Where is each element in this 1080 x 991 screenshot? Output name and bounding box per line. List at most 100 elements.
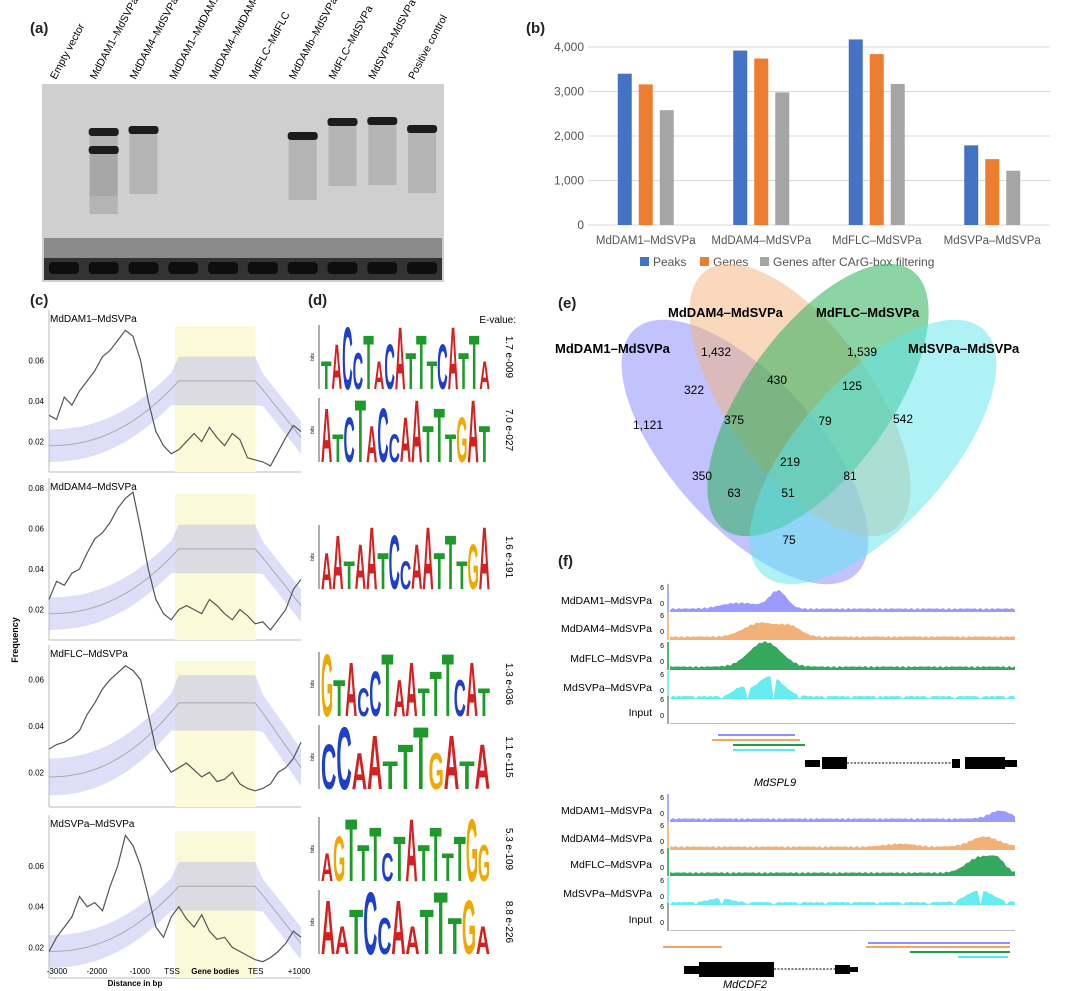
venn-set-4: [749, 319, 997, 585]
logo-letter: A: [467, 381, 478, 481]
panel-label-a: (a): [30, 20, 49, 37]
gel-lane-3-band-1: [128, 126, 159, 134]
signal-line: [48, 491, 302, 631]
logo-axis-label: bits: [310, 680, 316, 688]
xtick-label: MdSVPa–MdSVPa: [944, 235, 1042, 247]
logo-letter: C: [321, 731, 336, 804]
bar-genes: [754, 58, 769, 225]
ytick-label: 0.08: [28, 484, 44, 493]
gene-body-region: [175, 494, 256, 640]
logo-letter: T: [422, 415, 433, 474]
logo-letter: T: [398, 731, 413, 804]
track-scale-max: 6: [660, 904, 664, 911]
gene-body-region: [175, 831, 256, 978]
logo-letter: T: [357, 834, 369, 893]
logo-letter: A: [321, 846, 333, 890]
track-label: MdSVPa–MdSVPa: [563, 682, 652, 694]
xtick-label: TSS: [164, 967, 180, 976]
genome-tracks: MdDAM1–MdSVPa 6 0 MdDAM4–MdSVPa 6 0 MdFLC–MdSV…: [561, 584, 1017, 991]
venn-set-3: [707, 263, 929, 537]
motif-evalue: 1.3 e-036: [503, 663, 514, 706]
gel-lane-8-probe: [327, 262, 358, 274]
motif-evalue: 8.8 e-226: [503, 901, 514, 944]
logo-letter: G: [333, 823, 345, 896]
control-confidence-band: [49, 861, 301, 968]
logo-letter: T: [448, 907, 462, 966]
ytick-label: 1,000: [554, 174, 584, 188]
gel-lane-3-probe: [128, 262, 159, 274]
logo-letter: T: [445, 521, 456, 606]
logo-letter: A: [367, 721, 382, 806]
logo-letter: T: [355, 381, 366, 481]
venn-set-label: MdSVPa–MdSVPa: [908, 341, 1020, 356]
ytick-label: 0.06: [28, 676, 44, 685]
xtick-label: Gene bodies: [191, 967, 240, 976]
logo-letter: A: [366, 415, 377, 474]
y-axis-label: Frequency: [10, 617, 20, 663]
ytick-label: 0.02: [28, 943, 44, 952]
gene-exon: [699, 962, 774, 977]
logo-axis-label: bits: [310, 353, 316, 361]
gel-lane-8-band-1: [327, 118, 358, 126]
logo-letter: C: [377, 907, 391, 966]
track-scale-max: 6: [660, 585, 664, 592]
xtick-label: +1000: [288, 967, 311, 976]
bar-peaks: [617, 73, 632, 225]
ytick-label: 0.04: [28, 722, 44, 731]
motif-evalue: 1.7 e-009: [503, 336, 514, 379]
legend-label: Peaks: [653, 255, 686, 269]
track-scale-min: 0: [660, 839, 664, 846]
logo-axis-label: bits: [310, 753, 316, 761]
xtick-label: MdFLC–MdSVPa: [832, 235, 922, 247]
ytick-label: 0.04: [28, 565, 44, 574]
gel-lane-label: Empty vector: [48, 21, 88, 81]
logo-letter: T: [418, 681, 430, 725]
logo-letter: C: [353, 342, 364, 401]
logo-letter: A: [406, 919, 420, 963]
venn-count: 79: [818, 414, 832, 428]
gene-exon: [805, 760, 820, 767]
subplot-title: MdSVPa–MdSVPa: [50, 819, 135, 830]
venn-set-label: MdDAM4–MdSVPa: [668, 305, 784, 320]
logo-letter: T: [445, 427, 456, 471]
logo-letter: G: [456, 404, 467, 477]
ytick-label: 0.02: [28, 606, 44, 615]
logo-letter: C: [344, 404, 355, 477]
control-confidence-band: [49, 356, 301, 462]
logo-letter: T: [427, 354, 438, 398]
logo-letter: T: [434, 394, 445, 479]
coverage-track: [670, 676, 1015, 699]
logo-letter: C: [454, 669, 466, 728]
gel-lane-label: MdFLC–MdSVPa: [327, 3, 376, 81]
gene-exon: [1005, 760, 1017, 767]
logo-letter: T: [442, 846, 454, 890]
logo-letter: T: [430, 813, 442, 898]
legend-swatch: [760, 257, 769, 266]
track-label: MdFLC–MdSVPa: [570, 653, 652, 665]
gel-lane-label: Positive control: [406, 13, 450, 82]
gel-lane-2-band-1: [88, 128, 119, 136]
track-label: MdDAM4–MdSVPa: [561, 623, 652, 635]
logo-letter: A: [395, 308, 406, 408]
track-scale-max: 6: [660, 878, 664, 885]
bar-peaks: [964, 145, 979, 225]
gel-lane-9-band-1: [367, 117, 398, 125]
logo-letter: A: [400, 404, 411, 477]
track-scale-min: 0: [660, 865, 664, 872]
xtick-label: -3000: [47, 967, 68, 976]
logo-letter: T: [332, 427, 343, 471]
logo-letter: T: [442, 635, 454, 735]
xtick-label: -2000: [87, 967, 108, 976]
logo-letter: A: [335, 919, 349, 963]
venn-count: 219: [780, 455, 800, 469]
ytick-label: 4,000: [554, 40, 584, 54]
logo-letter: T: [406, 342, 417, 401]
bar-genes-after-carg-box-filtering: [1006, 170, 1021, 225]
track-label: MdDAM1–MdSVPa: [561, 805, 652, 817]
coverage-track: [670, 810, 1015, 822]
logo-letter: T: [333, 669, 345, 728]
logo-letter: T: [393, 823, 405, 896]
panel-label-d: (d): [308, 292, 328, 309]
logo-letter: T: [469, 321, 480, 406]
